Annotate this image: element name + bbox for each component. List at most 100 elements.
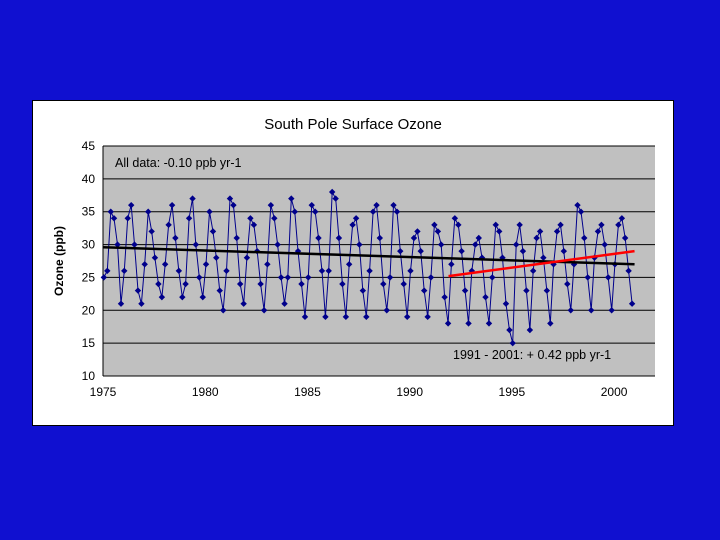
data-point xyxy=(117,300,125,307)
data-point xyxy=(281,300,288,307)
data-point xyxy=(420,287,428,294)
x-tick-1995: 1995 xyxy=(499,385,526,399)
data-point xyxy=(380,280,387,288)
data-point xyxy=(359,287,367,294)
data-point xyxy=(472,241,479,248)
data-point xyxy=(148,228,155,235)
data-point xyxy=(305,274,312,281)
chart-title: South Pole Surface Ozone xyxy=(264,116,442,133)
data-point xyxy=(414,228,421,235)
data-point xyxy=(390,201,397,209)
all-data-annotation: All data: -0.10 ppb yr-1 xyxy=(115,156,242,170)
data-point xyxy=(567,307,574,314)
data-point xyxy=(182,280,189,288)
data-point xyxy=(196,274,203,281)
data-point xyxy=(373,201,380,209)
data-point xyxy=(267,201,275,209)
y-tick-40: 40 xyxy=(82,172,96,186)
data-point xyxy=(519,247,527,255)
data-point xyxy=(141,261,148,268)
y-tick-10: 10 xyxy=(82,369,96,383)
data-point xyxy=(594,228,602,235)
data-point xyxy=(410,234,418,242)
y-axis-label: Ozone (ppb) xyxy=(52,226,66,296)
data-point xyxy=(138,300,145,307)
data-point xyxy=(192,241,200,248)
data-point xyxy=(175,267,183,275)
data-point xyxy=(165,221,172,229)
data-point xyxy=(349,221,356,229)
data-point xyxy=(376,234,384,242)
data-point xyxy=(226,195,234,202)
data-point xyxy=(465,320,472,327)
data-point xyxy=(100,274,108,281)
data-point xyxy=(604,274,612,281)
x-tick-2000: 2000 xyxy=(601,385,628,399)
data-point xyxy=(233,234,240,242)
y-tick-15: 15 xyxy=(82,336,96,350)
data-point xyxy=(264,261,271,268)
data-point xyxy=(570,261,578,268)
data-point xyxy=(114,241,121,248)
data-point xyxy=(451,215,459,222)
data-point xyxy=(189,195,196,202)
data-point xyxy=(608,307,615,314)
y-tick-35: 35 xyxy=(82,205,96,219)
data-point xyxy=(124,215,131,222)
data-point xyxy=(134,287,142,294)
data-point xyxy=(588,307,595,314)
data-point xyxy=(339,280,346,288)
data-point xyxy=(216,287,223,294)
data-point xyxy=(523,287,530,294)
y-tick-45: 45 xyxy=(82,139,96,153)
data-point xyxy=(543,287,551,294)
data-point xyxy=(383,307,390,314)
data-point xyxy=(431,221,438,229)
data-point xyxy=(618,215,626,222)
data-point xyxy=(550,261,557,268)
x-tick-1975: 1975 xyxy=(90,385,117,399)
x-tick-1985: 1985 xyxy=(294,385,321,399)
data-point xyxy=(489,274,496,281)
data-point xyxy=(393,208,401,215)
data-point xyxy=(628,300,636,307)
data-point xyxy=(574,201,581,209)
data-point xyxy=(284,274,292,281)
data-point xyxy=(397,247,404,255)
data-point xyxy=(291,208,298,215)
data-point xyxy=(288,195,295,202)
data-point xyxy=(213,254,220,261)
data-point xyxy=(512,241,520,248)
data-point xyxy=(277,274,285,281)
data-point xyxy=(206,208,213,215)
data-point xyxy=(243,254,251,261)
all-data-trend-line xyxy=(102,245,635,266)
data-point xyxy=(144,208,152,215)
data-point xyxy=(444,320,452,327)
x-tick-1980: 1980 xyxy=(192,385,219,399)
data-point xyxy=(308,201,315,209)
data-point xyxy=(584,274,591,281)
y-tick-20: 20 xyxy=(82,303,96,317)
data-point xyxy=(172,234,179,242)
data-point xyxy=(434,228,442,235)
data-point xyxy=(458,247,465,255)
y-tick-25: 25 xyxy=(82,270,96,284)
data-point xyxy=(553,228,561,235)
y-tick-30: 30 xyxy=(82,238,96,252)
data-point xyxy=(529,267,537,275)
data-point xyxy=(168,201,176,209)
recent-trend-line xyxy=(448,249,635,278)
data-point xyxy=(577,208,585,215)
data-point xyxy=(298,280,305,288)
data-point xyxy=(128,201,135,209)
data-point xyxy=(417,247,424,255)
data-point xyxy=(131,241,138,248)
data-point xyxy=(427,274,435,281)
data-point xyxy=(400,280,407,288)
data-point xyxy=(601,241,608,248)
data-point xyxy=(492,221,499,229)
data-point xyxy=(247,215,254,222)
data-point xyxy=(332,195,339,202)
data-point xyxy=(250,221,258,229)
